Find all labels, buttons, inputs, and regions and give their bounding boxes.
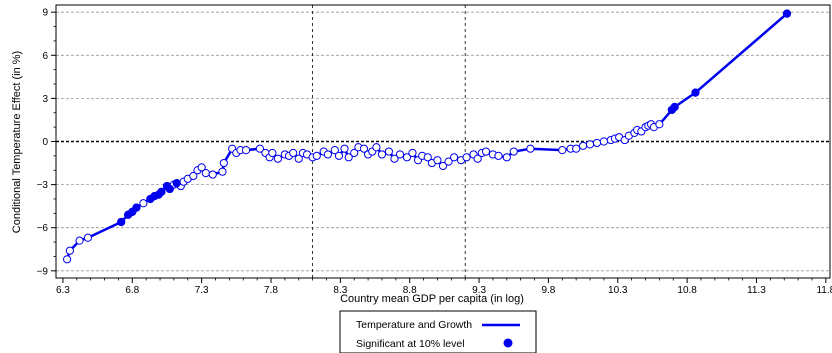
- x-axis-ticks: 6.3 6.8 7.3 7.8 8.3 8.8 9.3 9.8 10.3 10.8 11.3 11.8: [56, 278, 832, 296]
- x-tick-label: 11.8: [816, 285, 832, 296]
- data-point: [340, 144, 349, 153]
- data-point: [218, 167, 227, 176]
- data-point: [572, 144, 581, 153]
- data-point: [189, 171, 198, 181]
- y-axis-label: Conditional Temperature Effect (in %): [11, 51, 23, 233]
- data-point: [423, 153, 432, 162]
- data-point: [273, 154, 283, 163]
- data-point: [62, 255, 72, 264]
- data-point: [289, 148, 298, 158]
- y-tick-label: −9: [37, 266, 49, 277]
- data-point: [377, 150, 387, 159]
- data-point: [526, 144, 535, 153]
- data-point-significant: [132, 203, 141, 212]
- data-point-significant: [691, 88, 700, 97]
- x-tick-label: 8.8: [403, 285, 417, 296]
- legend-swatch-marker: [503, 338, 513, 348]
- data-point: [219, 158, 228, 168]
- series-lines: [65, 12, 788, 260]
- y-tick-label: 6: [42, 51, 48, 62]
- data-point: [75, 236, 84, 245]
- data-point: [359, 144, 369, 153]
- data-point: [344, 153, 353, 162]
- data-point: [462, 153, 471, 162]
- y-tick-label: 3: [42, 94, 48, 105]
- x-tick-label: 10.3: [608, 285, 628, 296]
- data-point: [585, 140, 595, 149]
- data-point-significant: [157, 187, 166, 196]
- data-point: [481, 147, 491, 156]
- data-point: [208, 170, 217, 179]
- data-point: [509, 147, 518, 156]
- data-point: [502, 153, 511, 162]
- y-tick-label: 0: [42, 137, 48, 148]
- y-tick-label: −6: [37, 223, 49, 234]
- x-axis-label: Country mean GDP per capita (in log): [340, 293, 524, 305]
- data-point-significant: [117, 217, 126, 227]
- data-point: [438, 161, 448, 171]
- data-point: [197, 163, 206, 172]
- y-tick-label: −3: [37, 180, 49, 191]
- data-point: [323, 150, 332, 159]
- y-tick-label: 9: [42, 8, 48, 19]
- data-point: [599, 137, 609, 146]
- data-point: [494, 151, 503, 160]
- data-point-significant: [172, 179, 181, 188]
- data-point: [350, 148, 359, 158]
- data-point: [83, 233, 93, 242]
- data-point: [241, 146, 251, 155]
- data-point: [65, 246, 74, 255]
- x-tick-label: 9.8: [541, 285, 555, 296]
- data-point: [558, 146, 567, 155]
- x-tick-label: 11.3: [747, 285, 766, 296]
- data-point: [449, 153, 459, 162]
- x-tick-label: 10.8: [677, 285, 697, 296]
- x-tick-label: 7.3: [195, 285, 209, 296]
- legend-label-line: Temperature and Growth: [356, 319, 472, 331]
- data-point: [268, 148, 277, 158]
- data-point: [139, 199, 148, 208]
- data-point: [384, 147, 394, 156]
- data-point: [334, 151, 344, 160]
- x-tick-label: 6.3: [56, 285, 70, 296]
- reference-lines: [56, 5, 830, 278]
- data-point: [444, 157, 453, 166]
- data-point: [578, 141, 588, 150]
- data-point: [395, 150, 405, 159]
- x-tick-label: 6.8: [125, 285, 139, 296]
- x-tick-label: 9.3: [472, 285, 486, 296]
- data-point: [294, 154, 303, 163]
- legend-label-significant: Significant at 10% level: [356, 338, 465, 350]
- data-point: [201, 169, 210, 178]
- x-tick-label: 8.3: [333, 285, 347, 296]
- legend: Temperature and Growth Significant at 10…: [339, 310, 537, 353]
- data-point-significant: [782, 9, 792, 18]
- data-point: [402, 153, 412, 162]
- data-point: [255, 144, 265, 153]
- data-point-significant: [670, 102, 679, 112]
- data-point: [433, 156, 442, 165]
- data-point: [408, 148, 417, 158]
- x-tick-label: 7.8: [264, 285, 278, 296]
- data-markers: [62, 9, 792, 264]
- series-line-temperature-growth: [65, 12, 788, 260]
- data-point: [592, 138, 602, 148]
- data-point: [473, 154, 482, 163]
- data-point: [390, 154, 399, 163]
- legend-box: [339, 310, 537, 353]
- data-point: [372, 143, 381, 152]
- data-point: [655, 120, 664, 129]
- data-point: [312, 151, 321, 160]
- gridlines: [56, 11, 830, 272]
- data-point-significant: [165, 184, 174, 194]
- data-point: [330, 146, 339, 155]
- y-axis-ticks: −9 −6 −3 0 3 6 9: [37, 8, 56, 277]
